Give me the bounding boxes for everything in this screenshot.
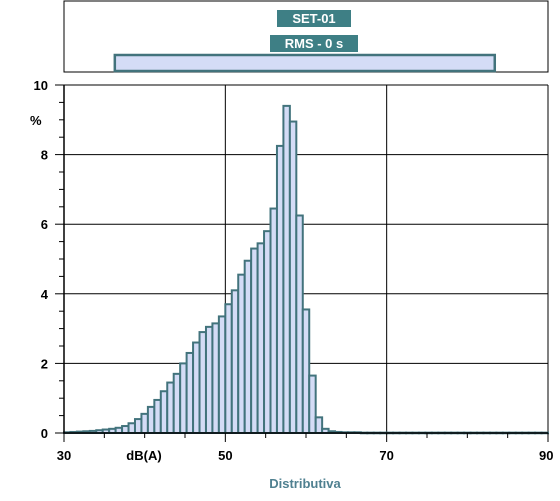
x-tick-label: 50 (218, 448, 232, 463)
subtitle-label-box (270, 35, 358, 52)
y-tick-label: 4 (41, 287, 49, 302)
x-tick-label: 90 (539, 448, 553, 463)
x-axis-title: Distributiva (269, 476, 341, 491)
title-label: SET-01 (292, 11, 335, 26)
y-tick-label: 2 (41, 356, 48, 371)
y-tick-label: 0 (41, 426, 48, 441)
tick-labels: 0 2 4 6 8 10 30 50 70 90 (34, 78, 554, 463)
x-tick-label: 70 (379, 448, 393, 463)
unit-label: dB(A) (126, 448, 161, 463)
y-axis-label: % (30, 113, 42, 128)
y-tick-label: 8 (41, 148, 48, 163)
y-tick-label: 6 (41, 217, 48, 232)
range-bar (113, 53, 497, 73)
y-tick-label: 10 (34, 78, 48, 93)
title-label-box (277, 10, 351, 27)
x-tick-label: 30 (57, 448, 71, 463)
axes (55, 84, 549, 442)
subtitle-label: RMS - 0 s (285, 36, 344, 51)
